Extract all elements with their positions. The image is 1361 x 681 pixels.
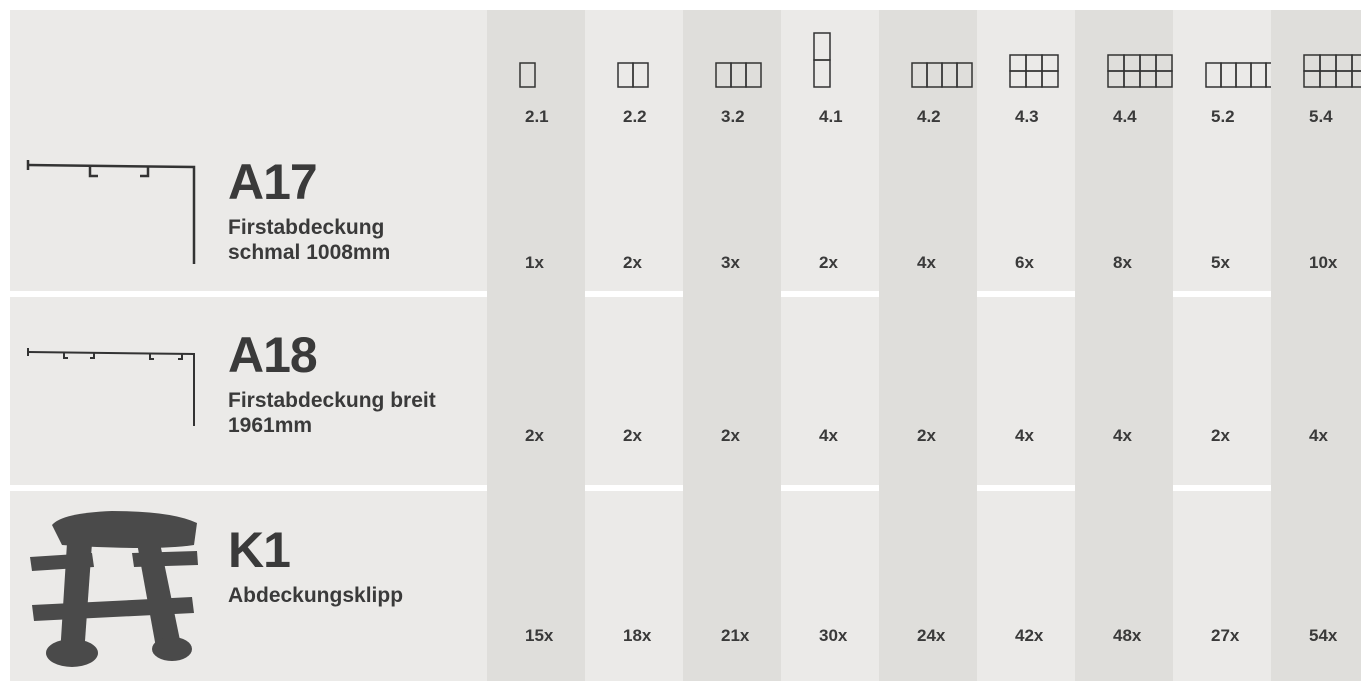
column-label: 5.2 <box>1211 107 1235 126</box>
product-code: A17 <box>228 154 318 210</box>
quantity: 4x <box>917 253 936 272</box>
quantity: 2x <box>917 426 936 445</box>
layout-icon <box>519 62 536 88</box>
column-label: 4.4 <box>1113 107 1137 126</box>
column-band <box>1075 10 1173 681</box>
quantity: 2x <box>721 426 740 445</box>
product-name: Abdeckungsklipp <box>228 584 404 607</box>
quantity: 2x <box>623 253 642 272</box>
quantity: 4x <box>1015 426 1034 445</box>
quantity: 4x <box>1309 426 1328 445</box>
layout-icon <box>1303 54 1361 88</box>
quantity: 48x <box>1113 626 1142 645</box>
layout-icon <box>911 62 973 88</box>
quantity: 6x <box>1015 253 1034 272</box>
profile-a17 <box>26 160 196 264</box>
quantity: 42x <box>1015 626 1044 645</box>
quantity: 21x <box>721 626 750 645</box>
clip-image <box>30 511 198 667</box>
quantity: 15x <box>525 626 554 645</box>
layout-icon <box>1009 54 1059 88</box>
quantity: 18x <box>623 626 652 645</box>
column-band <box>487 10 585 681</box>
column-label: 2.2 <box>623 107 647 126</box>
quantity: 2x <box>525 426 544 445</box>
quantity: 24x <box>917 626 946 645</box>
profile-a18 <box>27 348 195 426</box>
column-label: 2.1 <box>525 107 549 126</box>
quantity: 4x <box>1113 426 1132 445</box>
column-label: 5.4 <box>1309 107 1333 126</box>
layout-icon <box>1107 54 1173 88</box>
row-separator <box>10 485 1300 491</box>
column-label: 4.3 <box>1015 107 1039 126</box>
column-label: 4.1 <box>819 107 843 126</box>
quantity: 54x <box>1309 626 1338 645</box>
quantity: 5x <box>1211 253 1230 272</box>
quantity: 3x <box>721 253 740 272</box>
quantity: 10x <box>1309 253 1338 272</box>
quantity: 30x <box>819 626 848 645</box>
product-name: schmal 1008mm <box>228 241 391 264</box>
product-name: Firstabdeckung <box>228 216 385 239</box>
column-band <box>879 10 977 681</box>
quantity: 2x <box>1211 426 1230 445</box>
quantity: 8x <box>1113 253 1132 272</box>
column-band <box>683 10 781 681</box>
layout-icon <box>813 32 831 88</box>
quantity: 2x <box>623 426 642 445</box>
quantity: 2x <box>819 253 838 272</box>
product-name: Firstabdeckung breit <box>228 389 436 412</box>
layout-icon <box>617 62 649 88</box>
quantity: 27x <box>1211 626 1240 645</box>
product-name: 1961mm <box>228 414 313 437</box>
row-separator <box>10 291 1300 297</box>
column-label: 3.2 <box>721 107 745 126</box>
product-code: K1 <box>228 522 291 578</box>
column-label: 4.2 <box>917 107 941 126</box>
product-code: A18 <box>228 327 318 383</box>
layout-icon <box>715 62 762 88</box>
quantity: 4x <box>819 426 838 445</box>
column-band <box>1271 10 1361 681</box>
quantity: 1x <box>525 253 544 272</box>
